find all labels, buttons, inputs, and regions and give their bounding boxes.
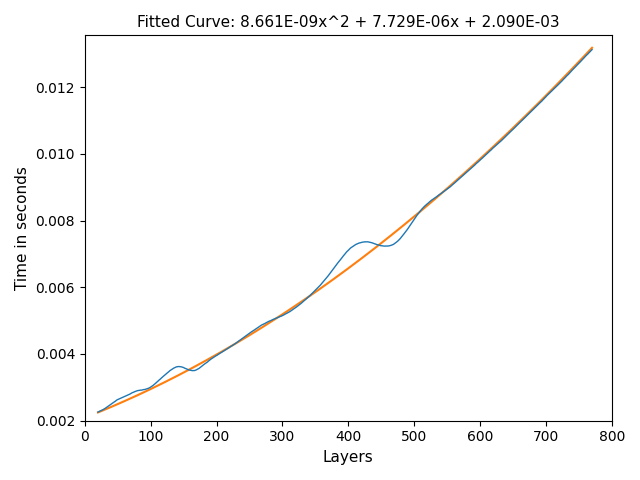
X-axis label: Layers: Layers xyxy=(323,450,374,465)
Title: Fitted Curve: 8.661E-09x^2 + 7.729E-06x + 2.090E-03: Fitted Curve: 8.661E-09x^2 + 7.729E-06x … xyxy=(137,15,559,30)
Y-axis label: Time in seconds: Time in seconds xyxy=(15,166,30,290)
